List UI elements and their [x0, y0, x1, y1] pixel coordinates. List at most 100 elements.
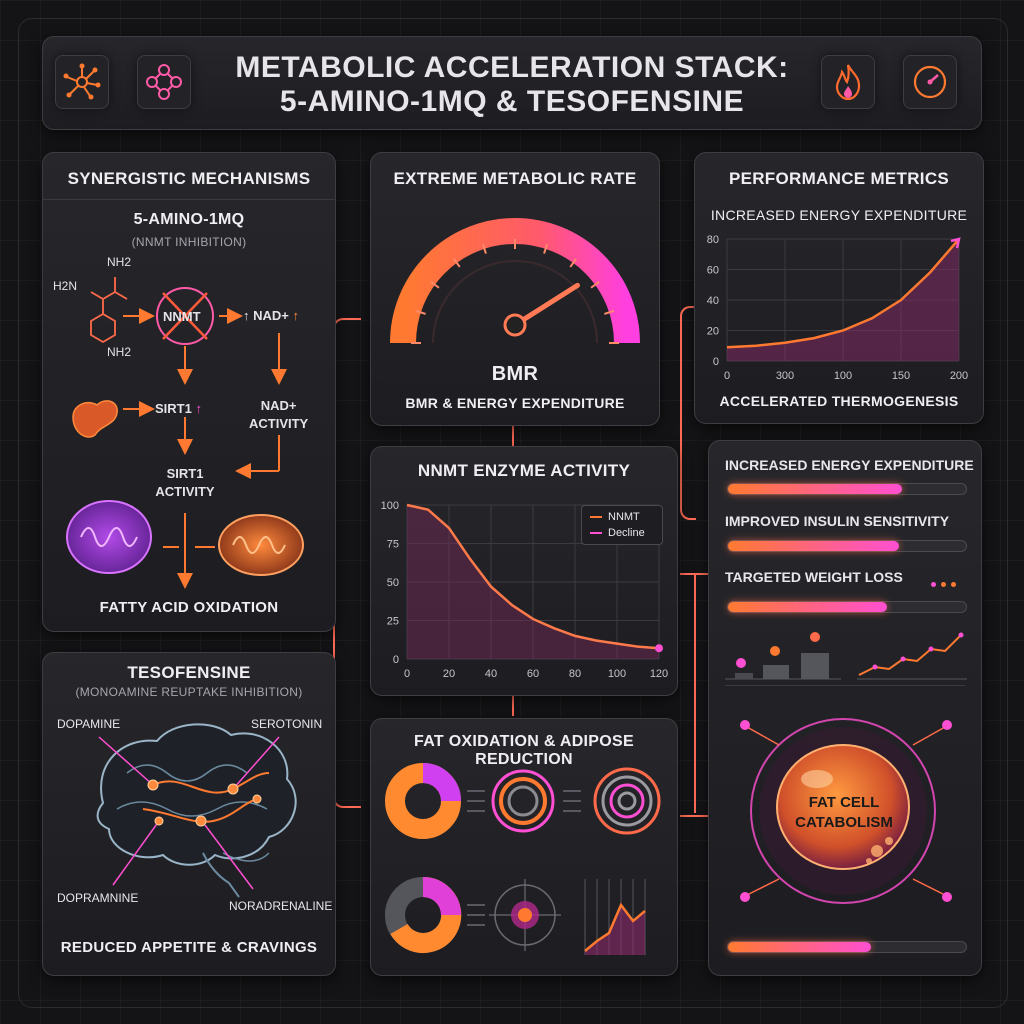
- concentric-chart: [593, 767, 661, 835]
- x-tick-label: 150: [892, 370, 910, 382]
- sirt1-activity-line2: ACTIVITY: [155, 484, 215, 499]
- fat-oxidation-title: FAT OXIDATION & ADIPOSE REDUCTION: [414, 733, 634, 768]
- series-area: [727, 239, 959, 361]
- bottom-bar-fill: [728, 942, 871, 952]
- metabolic-rate-title: EXTREME METABOLIC RATE: [393, 169, 637, 188]
- dopramnine-label: DOPRAMNINE: [57, 891, 139, 905]
- metric-label-weight: TARGETED WEIGHT LOSS: [725, 569, 903, 585]
- donut-chart-2: [385, 876, 462, 953]
- nad-up-label: ↑ NAD+ ↑: [243, 308, 300, 323]
- gauge-needle: [512, 282, 580, 328]
- metric-bar-weight: [727, 601, 967, 613]
- x-tick-label: 100: [834, 370, 852, 382]
- nnmt-inhibition-circle: [156, 287, 214, 345]
- metric-bar-energy: [727, 483, 967, 495]
- nad-up-text: NAD+: [253, 308, 289, 323]
- nnmt-chart-title: NNMT ENZYME ACTIVITY: [417, 461, 631, 480]
- performance-caption: ACCELERATED THERMOGENESIS: [719, 393, 959, 409]
- sirt1-activity-line1: SIRT1: [166, 466, 204, 481]
- x-tick-label: 20: [443, 668, 455, 680]
- cell-organelle: [72, 400, 118, 438]
- metrics-panel: INCREASED ENERGY EXPENDITURE IMPROVED IN…: [708, 440, 982, 976]
- sirt1-activity-label: SIRT1 ACTIVITY: [149, 465, 221, 501]
- fatty-acid-label: FATTY ACID OXIDATION: [99, 599, 279, 616]
- mini-bar-chart: [735, 632, 829, 679]
- gauge-tick: [453, 258, 461, 268]
- performance-chart-title: INCREASED ENERGY EXPENDITURE: [710, 207, 968, 223]
- page-title: METABOLIC ACCELERATION STACK: 5-AMINO-1M…: [203, 51, 821, 119]
- connector-line: [512, 694, 514, 716]
- fat-cell-line1: FAT CELL: [808, 794, 880, 811]
- series-area: [407, 505, 659, 659]
- molecule-structure: [90, 277, 128, 344]
- chart-legend: NNMT Decline: [581, 505, 663, 545]
- y-tick-label: 100: [381, 500, 399, 512]
- dopamine-label: DOPAMINE: [57, 717, 121, 731]
- y-tick-label: 50: [387, 577, 399, 589]
- tesofensine-title: TESOFENSINE: [127, 663, 251, 682]
- header-panel: METABOLIC ACCELERATION STACK: 5-AMINO-1M…: [42, 36, 982, 130]
- energy-area-chart: 0 20 40 60 80 0 300 100 150 200: [707, 234, 968, 382]
- sirt1-up-text: SIRT1: [155, 401, 192, 416]
- legend-item: NNMT: [590, 511, 640, 523]
- gauge-tick: [569, 258, 577, 268]
- y-tick-label: 60: [707, 265, 719, 277]
- legend-label-nnmt: NNMT: [608, 511, 640, 523]
- tesofensine-subtitle: (MONOAMINE REUPTAKE INHIBITION): [75, 685, 303, 699]
- fat-cell-label: FAT CELL CATABOLISM: [769, 793, 919, 833]
- fat-cell-line2: CATABOLISM: [795, 814, 893, 831]
- y-tick-label: 40: [707, 295, 719, 307]
- fat-oxidation-panel: FAT OXIDATION & ADIPOSE REDUCTION: [370, 718, 678, 976]
- tesofensine-footer: REDUCED APPETITE & CRAVINGS: [60, 939, 318, 956]
- trend-arrow-icon: [950, 237, 961, 249]
- target-chart: [489, 879, 561, 951]
- sirt1-up-label: SIRT1 ↑: [155, 401, 202, 416]
- performance-title: PERFORMANCE METRICS: [728, 169, 950, 188]
- gauge-tick: [590, 281, 600, 289]
- network-icon[interactable]: [55, 55, 109, 109]
- compound-name: 5-AMINO-1MQ: [133, 211, 245, 228]
- mini-bar-chart: [584, 879, 646, 955]
- nnmt-chart-panel: NNMT ENZYME ACTIVITY 0 25 50 75 100 0 20 40 60 80…: [370, 446, 678, 696]
- legend-item: Decline: [590, 527, 645, 539]
- mini-trend-chart: [857, 632, 967, 680]
- legend-label-decline: Decline: [608, 527, 645, 539]
- metric-bar-insulin: [727, 540, 967, 552]
- section-divider: [43, 199, 335, 200]
- donut-chart: [385, 763, 461, 839]
- serotonin-label: SEROTONIN: [251, 717, 323, 731]
- y-tick-label: 0: [713, 356, 719, 368]
- x-tick-label: 0: [724, 370, 730, 382]
- y-tick-label: 80: [707, 234, 719, 246]
- compound-subtitle: (NNMT INHIBITION): [131, 235, 247, 249]
- mechanisms-title: SYNERGISTIC MECHANISMS: [67, 169, 311, 188]
- gauge-tick: [543, 243, 549, 254]
- x-tick-label: 80: [569, 668, 581, 680]
- y-tick-label: 20: [707, 326, 719, 338]
- flame-icon[interactable]: [821, 55, 875, 109]
- x-tick-label: 300: [776, 370, 794, 382]
- connector-line: [512, 425, 514, 447]
- speedometer-icon[interactable]: [903, 55, 957, 109]
- molecule-icon[interactable]: [137, 55, 191, 109]
- connector-line: [680, 306, 696, 520]
- metabolic-rate-caption: BMR & ENERGY EXPENDITURE: [405, 395, 625, 411]
- nad-activity-label: NAD+ ACTIVITY: [249, 397, 308, 433]
- y-tick-label: 75: [387, 539, 399, 551]
- x-tick-label: 100: [608, 668, 626, 680]
- y-tick-label: 0: [393, 654, 399, 666]
- chem-nh2-top: NH2: [107, 255, 132, 269]
- performance-panel: PERFORMANCE METRICS INCREASED ENERGY EXP…: [694, 152, 984, 424]
- gauge-tick: [481, 243, 487, 254]
- pathway-diagram: [66, 277, 304, 589]
- gauge-hub: [503, 313, 527, 337]
- tesofensine-panel: TESOFENSINE (MONOAMINE REUPTAKE INHIBITI…: [42, 652, 336, 976]
- x-tick-label: 60: [527, 668, 539, 680]
- outer-frame: [18, 18, 1008, 1008]
- title-line-2: 5-AMINO-1MQ & TESOFENSINE: [279, 85, 745, 118]
- gauge-tick: [415, 309, 426, 315]
- gauge-arc: [390, 218, 640, 344]
- title-line-1: METABOLIC ACCELERATION STACK:: [235, 51, 789, 84]
- connector-line: [333, 318, 361, 808]
- mechanisms-panel: SYNERGISTIC MECHANISMS 5-AMINO-1MQ (NNMT…: [42, 152, 336, 632]
